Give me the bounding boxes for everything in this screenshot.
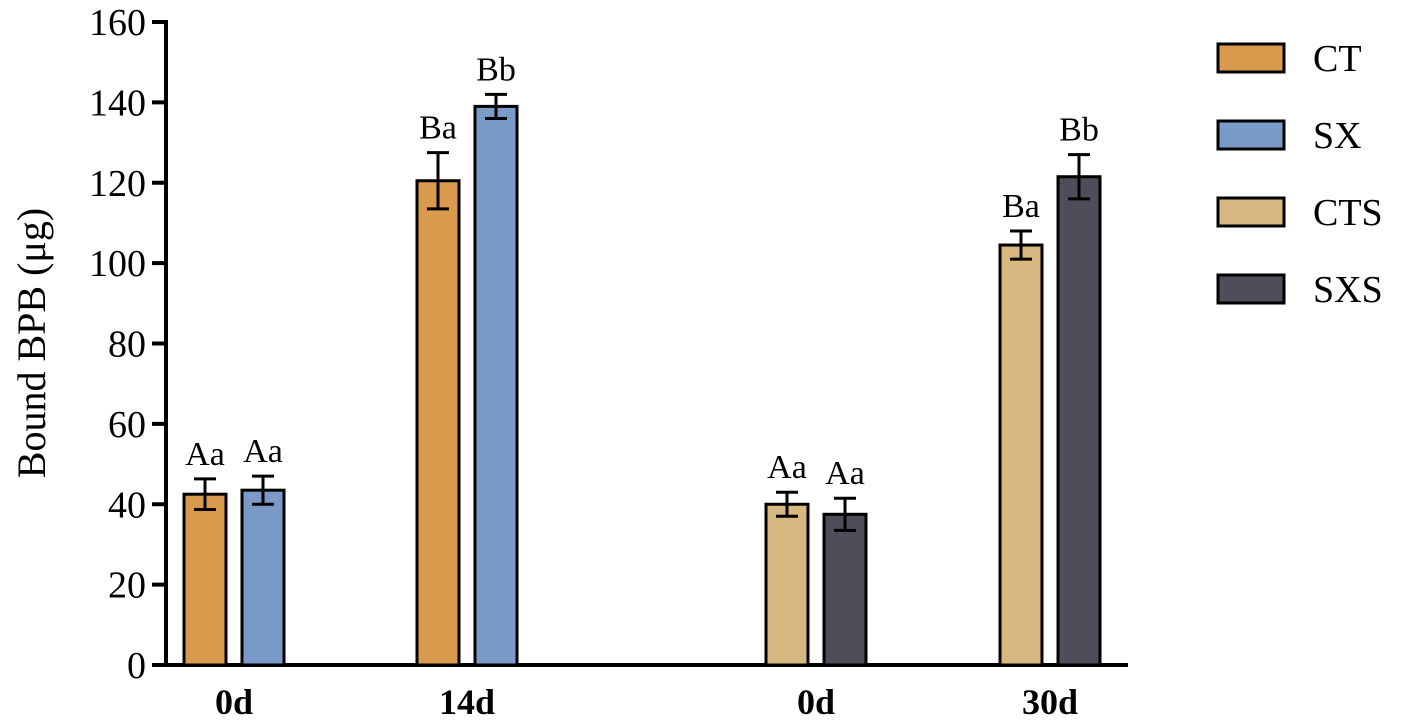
bar [473,104,519,667]
legend-swatch [1216,42,1286,74]
bar [182,492,228,667]
significance-label: Ba [419,110,457,147]
y-tick-label: 80 [108,324,146,366]
significance-label: Ba [1002,188,1040,225]
legend: CT SX CTS SXS [1216,38,1383,311]
y-tick-label: 140 [89,82,146,124]
y-axis: 0 20 40 60 80 100 120 140 160 [89,2,168,687]
x-axis: 0d 14d 0d 30d [164,663,1128,722]
significance-label: Bb [1059,112,1099,149]
legend-label: SXS [1313,269,1383,311]
legend-swatch [1216,119,1286,151]
bar [415,179,461,667]
y-tick-label: 120 [89,163,146,205]
legend-label: CT [1313,38,1362,80]
bars: Aa Aa Ba Bb Aa Aa Ba Bb [182,51,1102,667]
y-axis-label: Bound BPB (μg) [9,208,54,478]
bar [822,512,868,667]
legend-swatch [1216,273,1286,305]
significance-label: Bb [476,51,516,88]
x-tick-label: 0d [215,682,253,722]
bar [998,243,1044,667]
y-tick-label: 100 [89,243,146,285]
bar [1056,175,1102,667]
legend-label: SX [1313,115,1362,157]
bar [240,488,286,667]
y-tick-label: 40 [108,484,146,526]
x-tick-label: 0d [797,682,835,722]
legend-label: CTS [1313,192,1383,234]
y-tick-label: 160 [89,2,146,44]
significance-label: Aa [767,449,807,486]
y-tick-label: 20 [108,565,146,607]
x-tick-label: 14d [439,682,495,722]
bar [764,502,810,667]
legend-swatch [1216,196,1286,228]
x-tick-label: 30d [1022,682,1078,722]
significance-label: Aa [825,455,865,492]
y-tick-label: 60 [108,404,146,446]
y-tick-label: 0 [127,645,146,687]
significance-label: Aa [243,433,283,470]
significance-label: Aa [185,436,225,473]
